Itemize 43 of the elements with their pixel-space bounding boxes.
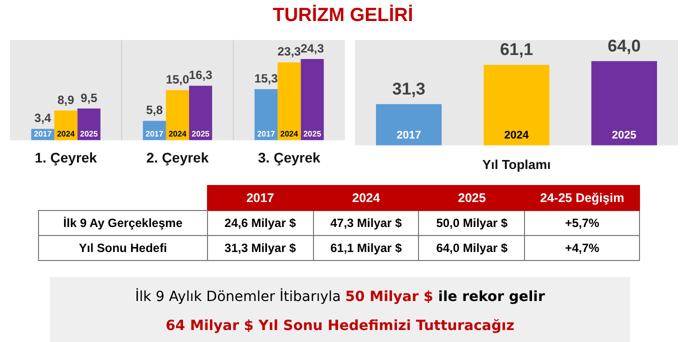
text: 47,3 Milyar $	[313, 210, 419, 236]
text: ile rekor gelir	[437, 289, 545, 305]
data-label: 9,5	[80, 90, 98, 105]
text: 2017	[207, 186, 314, 210]
text: Yıl Sonu Hedefi	[38, 236, 208, 260]
text: +5,7%	[524, 210, 640, 236]
x-axis-title: Yıl Toplamı	[482, 156, 551, 172]
x-tick-label: 2. Çeyrek	[146, 149, 209, 166]
text: 24,6 Milyar $	[207, 210, 314, 236]
data-label: 31,3	[392, 79, 426, 98]
data-label: 16,3	[188, 68, 213, 82]
x-tick-label: 1. Çeyrek	[34, 149, 98, 166]
text: 24-25 Değişim	[524, 186, 640, 210]
x-tick-label: 3. Çeyrek	[258, 149, 321, 166]
data-label: 15,3	[254, 71, 278, 86]
x-tick-label: 2024	[504, 129, 530, 142]
text: 50 Milyar $	[345, 289, 434, 305]
data-label: 8,9	[57, 92, 74, 107]
bar	[166, 90, 190, 140]
text: +4,7%	[524, 236, 640, 260]
text: 64 Milyar $ Yıl Sonu Hedefimizi Tutturacağız	[164, 318, 516, 334]
text: 2025	[418, 186, 525, 210]
data-label: 61,1	[500, 40, 534, 60]
x-tick-label: 2025	[612, 129, 636, 142]
text: 31,3 Milyar $	[207, 236, 314, 260]
text: 64,0 Milyar $	[418, 236, 525, 260]
bar	[278, 62, 301, 140]
data-label: 64,0	[608, 36, 641, 56]
text: İlk 9 Aylık Dönemler İtibarıyla	[135, 289, 342, 305]
text: 61,1 Milyar $	[313, 236, 419, 260]
data-label: 24,3	[300, 41, 324, 56]
text: 50,0 Milyar $	[418, 210, 525, 236]
chart-title: TURİZM GELİRİ	[272, 5, 414, 27]
data-label: 5,8	[146, 103, 164, 118]
bar	[189, 86, 212, 140]
text: İlk 9 Ay Gerçekleşme	[38, 210, 208, 236]
bar	[300, 59, 324, 140]
text: 2024	[313, 186, 419, 210]
data-label: 15,0	[166, 72, 190, 86]
data-label: 23,3	[277, 44, 302, 59]
data-label: 3,4	[34, 111, 52, 126]
x-tick-label: 2017	[396, 129, 422, 142]
bar	[254, 89, 278, 140]
